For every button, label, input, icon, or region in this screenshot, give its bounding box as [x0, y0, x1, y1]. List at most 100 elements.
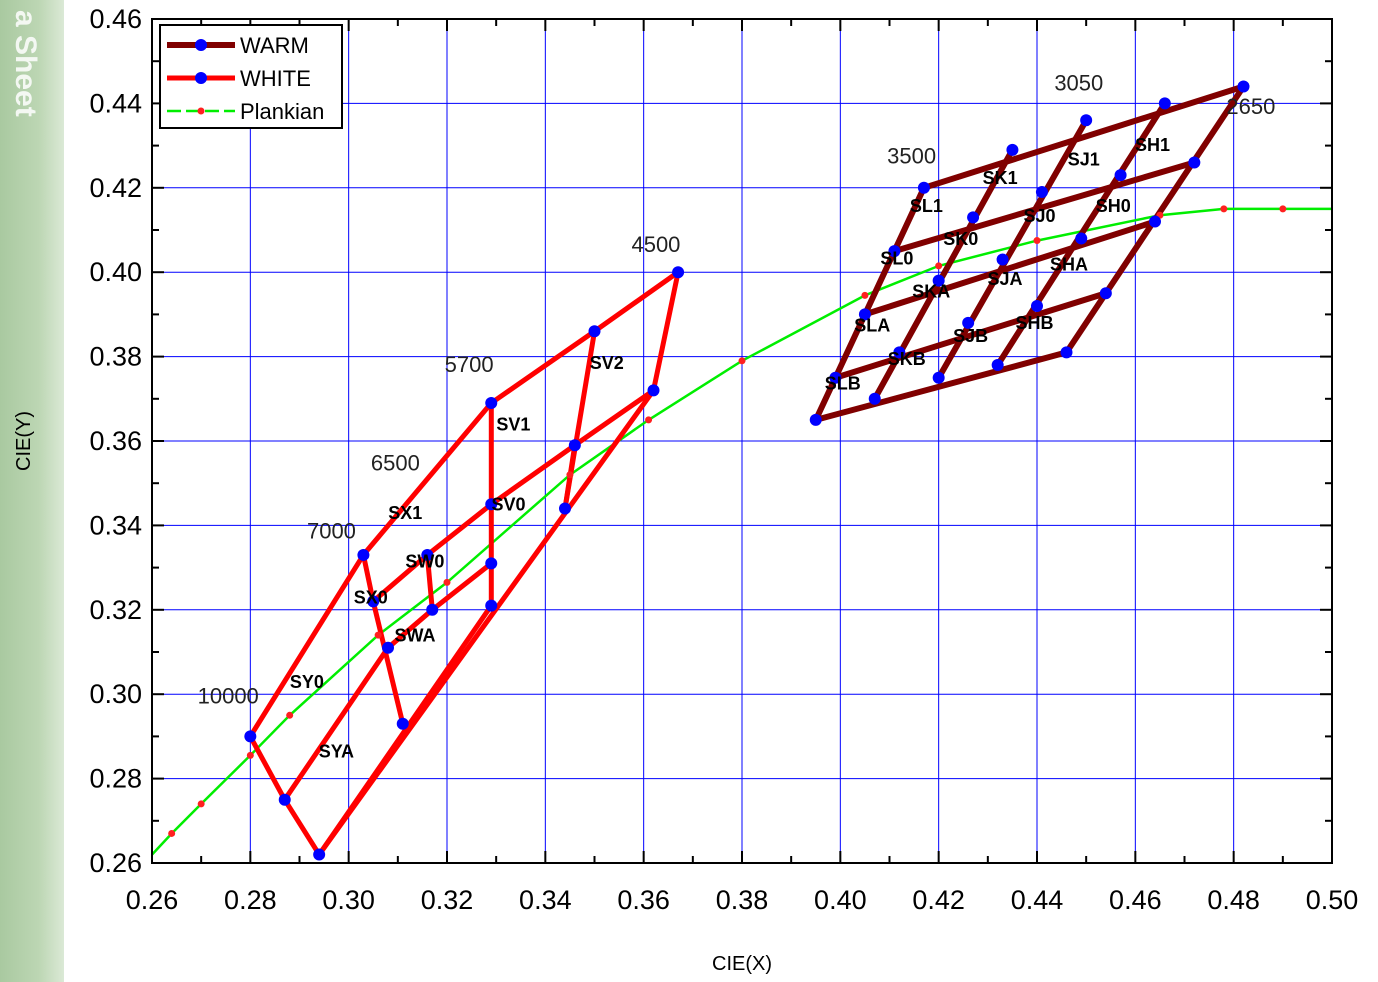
plankian-point [246, 751, 254, 759]
bin-label: SJA [988, 269, 1023, 289]
x-axis-title: CIE(X) [712, 953, 772, 975]
x-tick-label: 0.40 [814, 885, 867, 915]
bin-label: SJ0 [1023, 206, 1055, 226]
plot-frame [151, 18, 1333, 864]
y-tick-label: 0.40 [89, 257, 142, 287]
bin-label: SY0 [290, 672, 324, 692]
x-tick-labels: 0.26 0.28 0.30 0.32 0.34 0.36 0.38 0.40 0.42 0.44… [126, 885, 1359, 915]
plankian-point [197, 800, 205, 808]
white-point [485, 599, 498, 612]
legend-plankian-marker [197, 107, 205, 115]
warm-bin-edge [920, 83, 1247, 191]
grid [152, 19, 1332, 863]
x-tick-label: 0.46 [1109, 885, 1162, 915]
warm-bin-edge [812, 349, 1070, 423]
cct-label: 10000 [198, 683, 259, 708]
bin-label: SHA [1050, 255, 1088, 275]
white-point [568, 439, 581, 452]
white-point [485, 397, 498, 410]
y-tick-label: 0.36 [89, 426, 142, 456]
warm-point [1060, 346, 1073, 359]
x-tick-label: 0.36 [617, 885, 670, 915]
y-tick-label: 0.46 [89, 4, 142, 34]
x-tick-label: 0.26 [126, 885, 179, 915]
cct-label: 7000 [307, 518, 356, 543]
warm-point [888, 245, 901, 258]
y-tick-labels: 0.26 0.28 0.30 0.32 0.34 0.36 0.38 0.40 0.42 0.44… [89, 4, 142, 878]
white-point [421, 548, 434, 561]
x-tick-label: 0.42 [912, 885, 965, 915]
bin-label: SYA [319, 742, 354, 762]
warm-point [1188, 156, 1201, 169]
y-tick-label: 0.32 [89, 595, 142, 625]
warm-point [932, 274, 945, 287]
bin-label: SK0 [943, 229, 978, 249]
y-tick-label: 0.38 [89, 342, 142, 372]
bin-label: SKB [888, 349, 926, 369]
cct-label: 2650 [1226, 94, 1275, 119]
white-point [357, 548, 370, 561]
plankian-point [1220, 205, 1228, 213]
x-tick-label: 0.28 [224, 885, 277, 915]
warm-point [996, 253, 1009, 266]
white-point [367, 595, 380, 608]
plankian-point [861, 291, 869, 299]
plankian-point [935, 262, 943, 270]
bin-label: SLA [854, 315, 890, 335]
white-point [396, 717, 409, 730]
warm-point [809, 413, 822, 426]
white-point [382, 641, 394, 654]
warm-point [962, 316, 975, 329]
warm-point [1031, 299, 1043, 312]
white-point [244, 730, 257, 743]
x-tick-label: 0.30 [322, 885, 375, 915]
cct-label: 5700 [445, 352, 494, 377]
y-tick-label: 0.42 [89, 173, 142, 203]
y-tick-label: 0.30 [89, 679, 142, 709]
warm-bin-edge [891, 159, 1198, 255]
bin-label: SKA [912, 282, 950, 302]
plankian-point [738, 357, 746, 365]
y-tick-label: 0.26 [89, 848, 142, 878]
y-tick-label: 0.44 [89, 88, 142, 118]
cct-label: 6500 [371, 451, 420, 476]
y-tick-label: 0.28 [89, 764, 142, 794]
annotations: SH1 SJ1 SK1 SH0 SL1 SJ0 SK0 SL0 SHA SJA SKA SLA SHB S… [198, 70, 1276, 761]
white-point [426, 603, 439, 616]
white-bin-edge [282, 560, 494, 803]
x-tick-label: 0.38 [716, 885, 769, 915]
white-point [588, 325, 601, 338]
warm-point [1114, 169, 1127, 182]
white-point [559, 502, 571, 515]
plankian-point [374, 631, 382, 639]
bin-label: SLB [825, 374, 861, 394]
white-point [485, 498, 498, 511]
legend-white-label: WHITE [240, 66, 311, 91]
cct-label: 3500 [887, 143, 936, 168]
warm-point [1075, 232, 1088, 245]
white-point [313, 848, 326, 861]
plankian-point [1033, 237, 1041, 245]
white-point [672, 266, 685, 279]
cct-label: 4500 [631, 232, 680, 257]
warm-point [1149, 215, 1161, 228]
y-tick-label: 0.34 [89, 510, 142, 540]
warm-point [917, 181, 930, 194]
background-strip [0, 0, 64, 982]
bin-label: SV2 [590, 353, 624, 373]
white-point [647, 384, 660, 397]
x-tick-label: 0.32 [421, 885, 474, 915]
plankian-point [566, 471, 574, 479]
plankian-point [443, 578, 451, 586]
plankian-point [168, 829, 176, 837]
warm-bin-edge [832, 290, 1109, 381]
x-tick-label: 0.44 [1011, 885, 1064, 915]
warm-point [1237, 80, 1250, 93]
bin-label: SL0 [880, 249, 913, 269]
background-watermark: a Sheet [9, 10, 42, 117]
plankian-point [1279, 205, 1287, 213]
bin-label: SH0 [1096, 196, 1131, 216]
bin-label: SL1 [910, 196, 943, 216]
x-tick-label: 0.48 [1207, 885, 1260, 915]
